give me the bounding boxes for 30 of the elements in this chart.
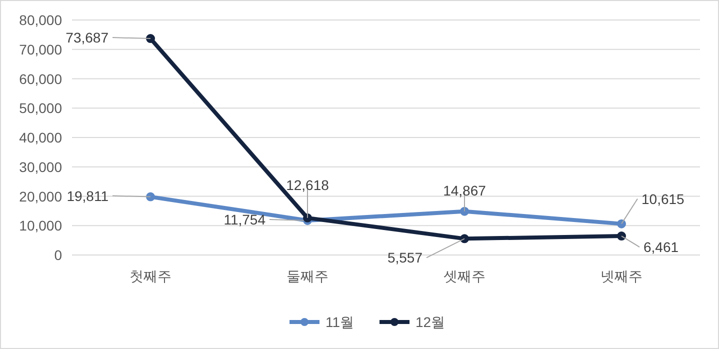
point (460, 234, 469, 244)
y-tick-label: 50,000 (19, 100, 62, 116)
y-tick-label: 0 (54, 247, 62, 263)
x-tick-label: 둘째주 (286, 268, 328, 284)
data-label: 10,615 (642, 190, 685, 207)
x-tick-label: 넷째주 (600, 268, 642, 284)
y-tick-label: 70,000 (19, 41, 62, 58)
y-tick-label: 10,000 (19, 218, 62, 234)
data-label: 14,867 (443, 182, 486, 198)
y-tick-label: 40,000 (19, 130, 62, 146)
point (617, 219, 626, 228)
point (303, 213, 312, 222)
data-label: 6,461 (644, 239, 679, 256)
x-tick-label: 첫째주 (130, 268, 172, 284)
data-label: 5,557 (387, 250, 423, 266)
data-label: 19,811 (66, 188, 109, 204)
legend-label: 12월 (416, 314, 446, 330)
point (146, 34, 155, 44)
point (460, 206, 469, 216)
data-label: 12,618 (286, 176, 330, 193)
data-label: 11,754 (224, 211, 266, 228)
y-tick-label: 30,000 (19, 158, 62, 175)
y-tick-label: 80,000 (19, 12, 62, 28)
data-label: 73,687 (66, 30, 109, 46)
legend-label: 11월 (326, 314, 354, 330)
y-tick-label: 60,000 (19, 70, 62, 87)
point (617, 232, 626, 241)
y-tick-label: 20,000 (19, 188, 62, 204)
point (146, 192, 155, 202)
x-tick-label: 셋째주 (444, 268, 486, 284)
